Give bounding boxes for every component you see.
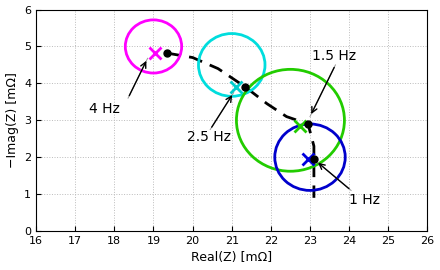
Y-axis label: −Imag(Z) [mΩ]: −Imag(Z) [mΩ] [6, 72, 18, 168]
Text: 1.5 Hz: 1.5 Hz [312, 49, 356, 63]
Text: 1 Hz: 1 Hz [349, 193, 380, 207]
Text: 2.5 Hz: 2.5 Hz [187, 130, 231, 144]
X-axis label: Real(Z) [mΩ]: Real(Z) [mΩ] [191, 251, 272, 264]
Text: 4 Hz: 4 Hz [89, 102, 120, 116]
